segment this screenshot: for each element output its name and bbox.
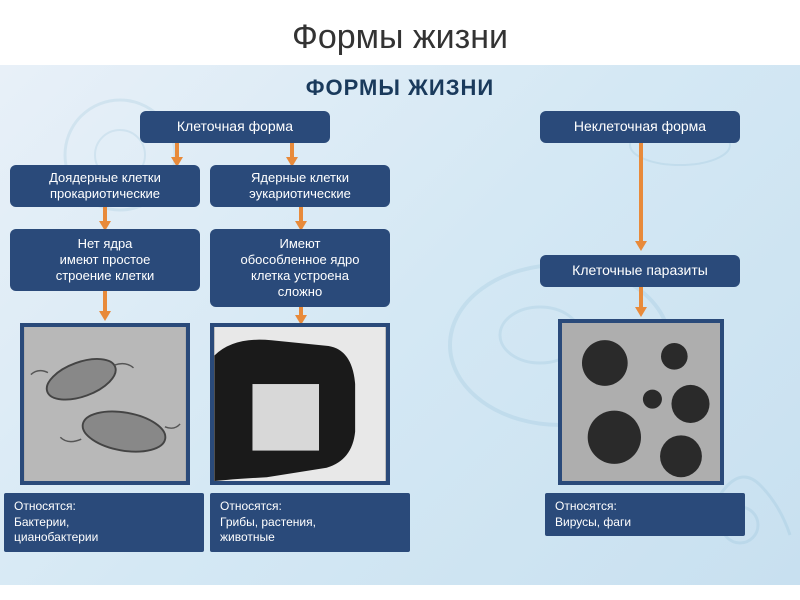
- diagram-container: ФОРМЫ ЖИЗНИ Клеточная форма Неклеточная …: [0, 65, 800, 585]
- arrow-to-img3: [634, 287, 648, 317]
- image-viruses: [558, 319, 724, 485]
- image-bacteria: [20, 323, 190, 485]
- node-prok-desc: Нет ядра имеют простое строение клетки: [10, 229, 200, 291]
- caption-fungi: Относятся: Грибы, растения, животные: [210, 493, 410, 552]
- diagram-title: ФОРМЫ ЖИЗНИ: [0, 65, 800, 109]
- page-title: Формы жизни: [0, 0, 800, 65]
- arrow-cellular-right: [285, 143, 299, 167]
- node-noncellular: Неклеточная форма: [540, 111, 740, 143]
- arrow-euk-desc: [294, 207, 308, 231]
- image-eukaryote: [210, 323, 390, 485]
- node-cellular: Клеточная форма: [140, 111, 330, 143]
- arrow-noncellular-down: [634, 143, 648, 253]
- arrow-to-img1: [98, 291, 112, 321]
- caption-bacteria: Относятся: Бактерии, цианобактерии: [4, 493, 204, 552]
- arrow-prok-desc: [98, 207, 112, 231]
- node-prokaryotic: Доядерные клетки прокариотические: [10, 165, 200, 207]
- caption-viruses: Относятся: Вирусы, фаги: [545, 493, 745, 536]
- node-euk-desc: Имеют обособленное ядро клетка устроена …: [210, 229, 390, 307]
- arrow-cellular-left: [170, 143, 184, 167]
- node-parasites: Клеточные паразиты: [540, 255, 740, 287]
- node-eukaryotic: Ядерные клетки эукариотические: [210, 165, 390, 207]
